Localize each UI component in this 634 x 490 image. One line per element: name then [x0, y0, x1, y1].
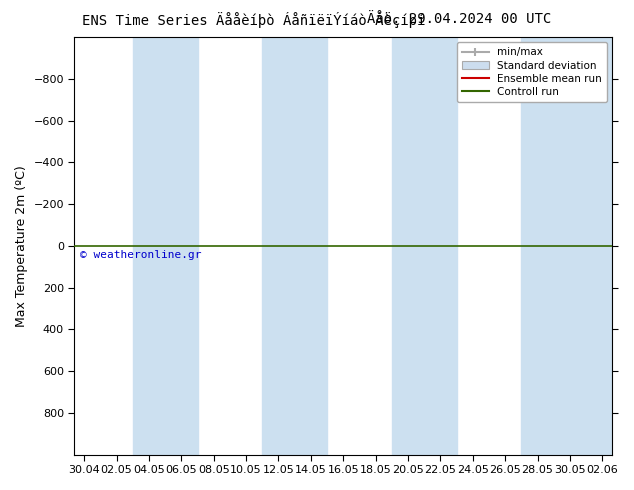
- Text: ENS Time Series Äååèíþò ÁåñïëïÝíáò Áèçíþí: ENS Time Series Äååèíþò ÁåñïëïÝíáò Áèçíþ…: [82, 12, 426, 28]
- Legend: min/max, Standard deviation, Ensemble mean run, Controll run: min/max, Standard deviation, Ensemble me…: [457, 42, 607, 102]
- Bar: [586, 37, 619, 455]
- Bar: [521, 37, 586, 455]
- Bar: [262, 37, 327, 455]
- Y-axis label: Max Temperature 2m (ºC): Max Temperature 2m (ºC): [15, 165, 28, 327]
- Text: Äåö. 29.04.2024 00 UTC: Äåö. 29.04.2024 00 UTC: [367, 12, 552, 26]
- Bar: [133, 37, 198, 455]
- Text: © weatheronline.gr: © weatheronline.gr: [80, 250, 202, 260]
- Bar: [392, 37, 456, 455]
